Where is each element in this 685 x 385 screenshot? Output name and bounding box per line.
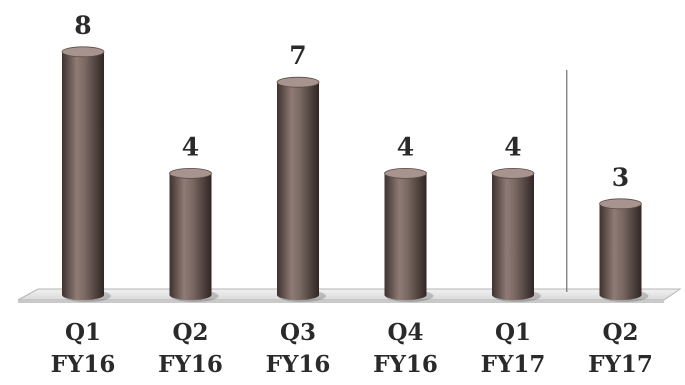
bar-top-cap — [491, 167, 535, 179]
category-label-4-line-1: FY17 — [481, 351, 546, 378]
category-label-5-line-1: FY17 — [588, 351, 653, 378]
bar-4 — [491, 167, 541, 302]
bar-0 — [61, 46, 111, 302]
bar-5 — [599, 198, 649, 302]
bar-top-cap — [384, 167, 427, 179]
bar-body — [277, 82, 319, 300]
bar-body — [384, 173, 427, 300]
bar-top-cap — [276, 76, 320, 88]
floor-edge — [18, 300, 664, 303]
category-label-3-line-0: Q4 — [387, 319, 423, 346]
category-label-5-line-0: Q2 — [602, 319, 638, 346]
category-label-4-line-0: Q1 — [495, 319, 531, 346]
value-labels: 8 4 7 4 4 3 — [74, 11, 629, 192]
bar-top-cap — [599, 198, 642, 210]
bar-top-cap — [169, 167, 212, 179]
category-label-1-line-1: FY16 — [158, 351, 223, 378]
value-label-2: 7 — [289, 41, 306, 70]
bar-body — [62, 51, 104, 300]
category-label-1-line-0: Q2 — [172, 319, 208, 346]
bar-body — [492, 173, 534, 300]
category-label-3-line-1: FY16 — [373, 351, 438, 378]
value-label-4: 4 — [504, 132, 521, 161]
value-label-5: 3 — [612, 163, 629, 192]
bar-body — [169, 173, 212, 300]
value-label-0: 8 — [74, 11, 91, 40]
bar-top-cap — [61, 46, 105, 58]
bar-2 — [276, 76, 326, 302]
value-label-3: 4 — [397, 132, 414, 161]
bar-3 — [384, 167, 434, 302]
category-labels: Q1 FY16 Q2 FY16 Q3 FY16 Q4 FY16 Q1 FY17 Q2 FY17 — [51, 319, 653, 378]
category-label-0-line-0: Q1 — [65, 319, 101, 346]
floor-top — [17, 288, 682, 301]
bar-body — [599, 203, 642, 300]
bars — [61, 46, 649, 302]
category-label-0-line-1: FY16 — [51, 351, 116, 378]
value-label-1: 4 — [182, 132, 199, 161]
category-label-2-line-0: Q3 — [280, 319, 316, 346]
chart-floor — [17, 288, 682, 303]
category-label-2-line-1: FY16 — [266, 351, 331, 378]
bar-1 — [169, 167, 219, 302]
